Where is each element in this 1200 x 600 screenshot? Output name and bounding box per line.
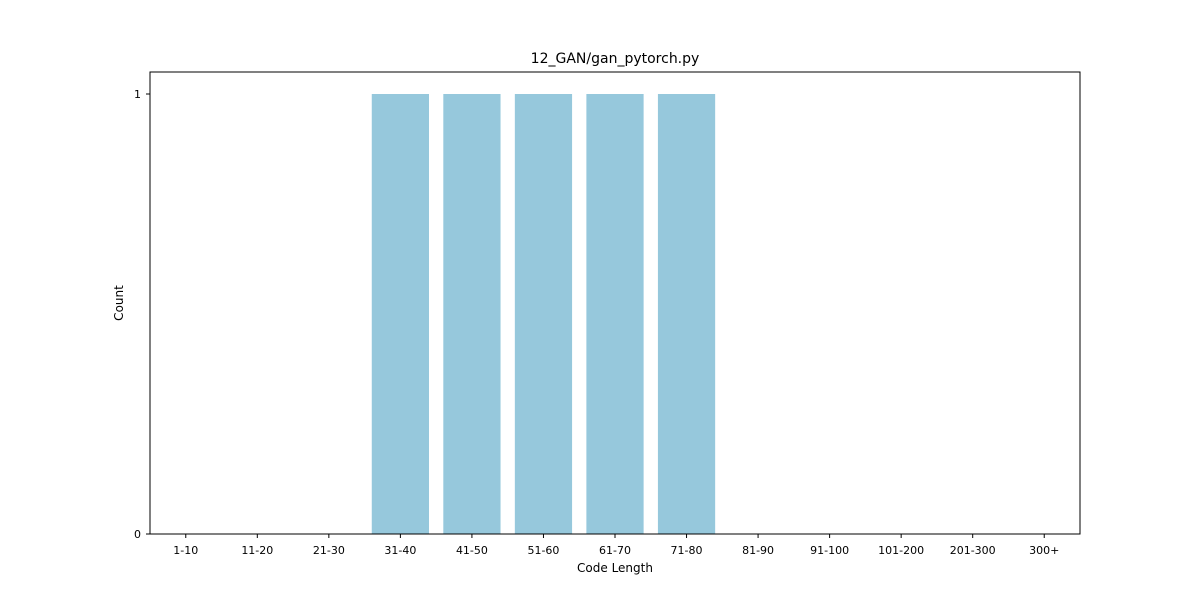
- x-tick-label: 11-20: [241, 544, 273, 557]
- x-tick-label: 41-50: [456, 544, 488, 557]
- x-axis-label: Code Length: [577, 561, 653, 575]
- x-tick-label: 21-30: [313, 544, 345, 557]
- y-tick-label: 0: [134, 528, 141, 541]
- bar-71-80: [657, 94, 716, 534]
- bar-51-60: [514, 94, 573, 534]
- x-tick-label: 1-10: [173, 544, 198, 557]
- x-tick-label: 300+: [1029, 544, 1059, 557]
- y-axis-label: Count: [112, 285, 126, 321]
- bars-group: [371, 94, 716, 534]
- x-tick-label: 31-40: [384, 544, 416, 557]
- y-axis-ticks: 01: [134, 88, 150, 541]
- x-tick-label: 71-80: [671, 544, 703, 557]
- bar-41-50: [443, 94, 501, 534]
- x-tick-label: 81-90: [742, 544, 774, 557]
- chart-title: 12_GAN/gan_pytorch.py: [531, 51, 700, 67]
- x-tick-label: 101-200: [878, 544, 924, 557]
- bar-31-40: [371, 94, 429, 534]
- x-tick-label: 51-60: [527, 544, 559, 557]
- x-axis-ticks: 1-10 11-20 21-30 31-40 41-50 51-60 61-70 71-80 8…: [173, 534, 1059, 557]
- x-tick-label: 61-70: [599, 544, 631, 557]
- bar-61-70: [586, 94, 644, 534]
- x-tick-label: 91-100: [810, 544, 849, 557]
- y-tick-label: 1: [134, 88, 141, 101]
- x-tick-label: 201-300: [950, 544, 996, 557]
